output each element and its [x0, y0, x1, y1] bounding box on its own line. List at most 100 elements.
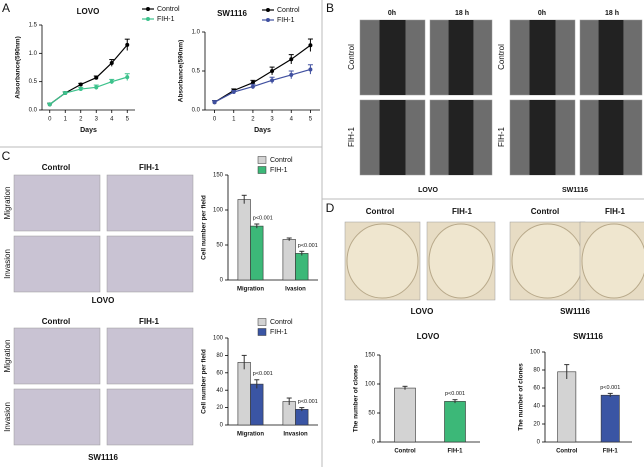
- y-axis-label: Absorbance(590nm): [15, 36, 22, 99]
- image-wound: [529, 100, 556, 175]
- x-tick-label: 5: [126, 117, 130, 123]
- y-tick-label: 150: [213, 173, 224, 179]
- legend-marker: [146, 17, 150, 21]
- row-label: FIH-1: [347, 126, 356, 147]
- series-line: [214, 68, 311, 103]
- legend-label: Control: [270, 157, 293, 164]
- y-tick-label: 20: [216, 405, 223, 411]
- row-label: Invasion: [3, 402, 12, 432]
- y-tick-label: 1.0: [29, 51, 38, 57]
- x-tick-label: 0: [48, 117, 52, 123]
- bar: [237, 199, 251, 281]
- point: [250, 80, 255, 85]
- row-label: Invasion: [3, 249, 12, 279]
- y-tick-label: 60: [216, 370, 223, 376]
- legend-marker: [266, 8, 270, 12]
- image: [106, 388, 194, 446]
- legend-label: Control: [277, 7, 300, 14]
- point: [231, 90, 236, 95]
- y-tick-label: 0.0: [29, 108, 38, 114]
- annotation: p<0.001: [445, 391, 465, 397]
- cell-line-label: LOVO: [418, 187, 438, 194]
- point: [63, 91, 68, 95]
- y-tick-label: 0: [372, 440, 376, 446]
- bar: [557, 371, 577, 443]
- y-tick-label: 50: [368, 411, 375, 417]
- column-label: 0h: [388, 10, 396, 17]
- column-label: FIH-1: [139, 163, 160, 172]
- x-tick-label: Invasion: [283, 432, 308, 438]
- chart-title: SW1116: [217, 9, 247, 18]
- legend-label: FIH-1: [277, 17, 295, 24]
- y-tick-label: 80: [533, 368, 540, 374]
- annotation: p<0.001: [298, 399, 318, 405]
- point: [250, 84, 255, 89]
- annotation: p<0.001: [298, 243, 318, 249]
- y-tick-label: 0: [537, 440, 541, 446]
- point: [270, 78, 275, 83]
- point: [94, 85, 99, 90]
- bar: [250, 225, 264, 281]
- image-wound: [529, 20, 556, 95]
- x-tick-label: 1: [232, 117, 236, 123]
- row-label: Control: [347, 44, 356, 70]
- y-axis-label: Cell number per field: [201, 195, 208, 260]
- x-tick-label: 3: [95, 117, 99, 123]
- y-tick-label: 40: [533, 404, 540, 410]
- image: [106, 174, 194, 232]
- x-tick-label: FIH-1: [448, 449, 464, 455]
- chart-title: LOVO: [77, 7, 100, 16]
- y-tick-label: 100: [213, 336, 224, 342]
- legend-marker: [266, 18, 270, 22]
- image: [106, 235, 194, 293]
- bar: [444, 401, 466, 443]
- point: [109, 60, 114, 65]
- row-label: Control: [497, 44, 506, 70]
- y-axis-label: The number of clones: [353, 364, 360, 432]
- column-label: 0h: [538, 10, 546, 17]
- bar: [394, 387, 416, 443]
- bar: [295, 253, 309, 281]
- chart-title: SW1116: [573, 332, 603, 341]
- point: [125, 75, 130, 80]
- y-tick-label: 1.5: [29, 23, 38, 29]
- image: [106, 327, 194, 385]
- y-axis-label: The number of clones: [518, 363, 525, 431]
- bar: [295, 409, 309, 426]
- series-line: [49, 76, 128, 105]
- x-tick-label: Migration: [237, 287, 264, 293]
- image-wound: [379, 100, 406, 175]
- y-tick-label: 150: [365, 353, 376, 359]
- column-label: Control: [531, 207, 559, 216]
- row-label: FIH-1: [497, 126, 506, 147]
- legend-label: FIH-1: [270, 167, 288, 174]
- cell-line-label: SW1116: [560, 307, 590, 316]
- column-label: FIH-1: [605, 207, 626, 216]
- image: [13, 235, 101, 293]
- legend-label: FIH-1: [270, 329, 288, 336]
- bar: [600, 394, 620, 443]
- panel-letter: B: [326, 1, 334, 15]
- image-dish: [346, 223, 419, 299]
- point: [308, 43, 313, 48]
- image: [13, 388, 101, 446]
- image: [13, 174, 101, 232]
- annotation: p<0.001: [253, 371, 273, 377]
- legend-label: Control: [270, 319, 293, 326]
- legend-swatch: [257, 166, 267, 174]
- y-tick-label: 40: [216, 388, 223, 394]
- point: [78, 82, 83, 87]
- bar: [282, 239, 296, 281]
- x-tick-label: FIH-1: [603, 449, 619, 455]
- column-label: 18 h: [455, 10, 469, 17]
- point: [125, 42, 130, 47]
- y-tick-label: 100: [213, 208, 224, 214]
- bar: [237, 362, 251, 426]
- chart-title: LOVO: [417, 332, 440, 341]
- image-wound: [448, 100, 474, 175]
- y-tick-label: 60: [533, 386, 540, 392]
- point: [94, 75, 99, 80]
- y-tick-label: 0.5: [29, 79, 38, 85]
- image-wound: [598, 20, 624, 95]
